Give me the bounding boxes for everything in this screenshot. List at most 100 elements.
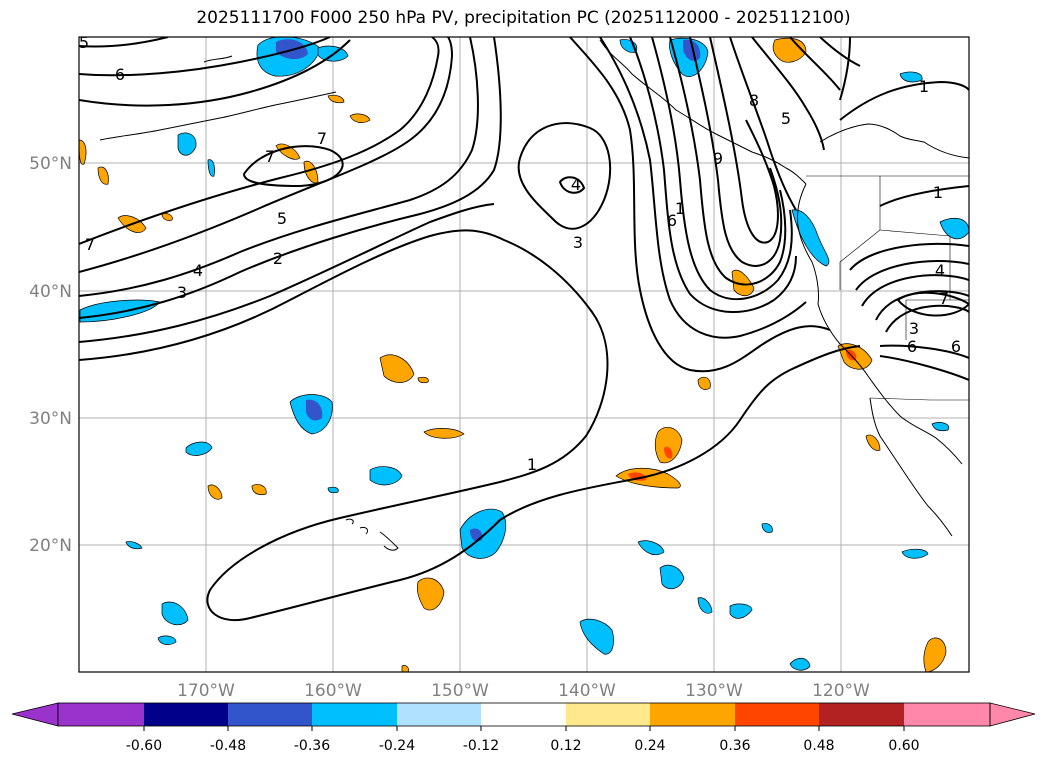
pv-contour-line <box>885 304 969 333</box>
precip-blob <box>349 113 371 123</box>
contour-label: 5 <box>277 209 287 228</box>
colorbar-segment <box>650 703 735 726</box>
precip-blob <box>306 399 323 421</box>
contour-label: 6 <box>667 211 677 230</box>
precip-blob <box>379 354 415 383</box>
contour-label: 2 <box>273 249 283 268</box>
contour-label: 3 <box>909 319 919 338</box>
colorbar-tick-label: -0.36 <box>294 738 330 754</box>
pv-contour-line <box>849 242 969 271</box>
pv-contour-line <box>558 176 586 194</box>
precip-blob <box>275 143 301 160</box>
lon-label-130w: 130°W <box>685 681 743 701</box>
pv-contour-line <box>629 37 797 313</box>
pv-contour-line <box>879 185 969 207</box>
precip-blob <box>637 540 665 556</box>
pv-contour-line <box>729 37 797 211</box>
colorbar-tick-label: -0.24 <box>379 738 415 754</box>
colorbar-tick-label: 0.12 <box>550 738 581 754</box>
precip-blob <box>791 209 830 267</box>
precip-blob <box>177 132 197 156</box>
contour-label: 7 <box>939 289 949 308</box>
contour-label: 5 <box>79 33 89 52</box>
contour-label: 3 <box>177 283 187 302</box>
lon-label-150w: 150°W <box>431 681 489 701</box>
precip-blob <box>931 422 950 432</box>
precip-blob <box>97 166 109 185</box>
map-frame <box>78 36 970 673</box>
precip-blob <box>251 484 267 496</box>
precip-blob <box>683 39 701 61</box>
precip-blob <box>303 160 319 184</box>
latitude-labels: 50°N 40°N 30°N 20°N <box>29 154 72 556</box>
precip-blob <box>423 428 465 439</box>
pv-contour-line <box>569 37 831 373</box>
pv-contour-line <box>839 80 969 121</box>
pv-contour-line <box>242 145 344 188</box>
precip-blob <box>369 466 403 486</box>
pv-contours <box>79 37 969 621</box>
pv-contour-line <box>789 37 841 91</box>
pv-contour-line <box>517 122 612 230</box>
contour-label: 7 <box>317 129 327 148</box>
precip-blob <box>654 426 683 464</box>
precip-blob <box>901 548 929 559</box>
colorbar-tick-label: -0.48 <box>210 738 246 754</box>
precip-blob <box>327 486 339 494</box>
contour-label: 1 <box>527 455 537 474</box>
colorbar-tick-label: 0.24 <box>634 738 665 754</box>
pv-contour-line <box>79 37 169 48</box>
pv-contour-line <box>79 37 479 297</box>
contour-labels: 5 6 7 7 7 5 4 3 2 4 3 1 1 9 6 8 5 1 1 7 … <box>79 33 961 474</box>
precip-blob <box>125 541 143 550</box>
pv-contour-line <box>861 274 969 307</box>
colorbar-segment <box>566 703 650 726</box>
colorbar-segment <box>904 703 990 726</box>
precip-blob <box>417 376 429 384</box>
map-panel <box>79 37 969 672</box>
contour-label: 1 <box>675 199 685 218</box>
contour-label: 3 <box>573 233 583 252</box>
precip-blob <box>659 564 685 590</box>
pv-contour-line <box>839 37 851 101</box>
lat-label-20n: 20°N <box>29 536 72 556</box>
gridlines <box>79 37 969 672</box>
colorbar-tick-label: -0.60 <box>126 738 162 754</box>
colorbar-tick-label: -0.12 <box>463 738 499 754</box>
precip-blob <box>579 618 614 655</box>
pv-contour-line <box>651 37 793 301</box>
precip-blob <box>789 657 811 671</box>
colorbar-extend-max <box>989 702 1036 727</box>
contour-label: 7 <box>265 147 275 166</box>
lat-label-30n: 30°N <box>29 409 72 429</box>
colorbar-segment <box>397 703 481 726</box>
contour-label: 1 <box>919 77 929 96</box>
contour-label: 6 <box>115 65 125 84</box>
pv-contour-line <box>751 37 825 151</box>
contour-label: 6 <box>907 337 917 356</box>
colorbar-segment <box>312 703 397 726</box>
colorbar-segment <box>735 703 819 726</box>
precip-blob <box>664 446 673 459</box>
precip-blob <box>327 94 345 104</box>
lon-label-120w: 120°W <box>812 681 870 701</box>
pv-contour-line <box>599 37 807 339</box>
contour-label: 7 <box>85 235 95 254</box>
lon-label-170w: 170°W <box>177 681 235 701</box>
contour-label: 4 <box>571 175 581 194</box>
colorbar-ticks <box>143 726 905 731</box>
contour-label: 6 <box>951 337 961 356</box>
contour-label: 8 <box>749 91 759 110</box>
colorbar-segment <box>58 703 144 726</box>
precip-blob <box>161 601 189 626</box>
precip-blob <box>161 213 173 221</box>
contour-label: 5 <box>781 109 791 128</box>
contour-label: 4 <box>193 261 203 280</box>
lat-label-50n: 50°N <box>29 154 72 174</box>
precip-blob <box>207 159 215 177</box>
pv-contour-line <box>855 260 969 291</box>
pv-contour-line <box>79 39 351 107</box>
lon-label-140w: 140°W <box>558 681 616 701</box>
lat-label-40n: 40°N <box>29 282 72 302</box>
